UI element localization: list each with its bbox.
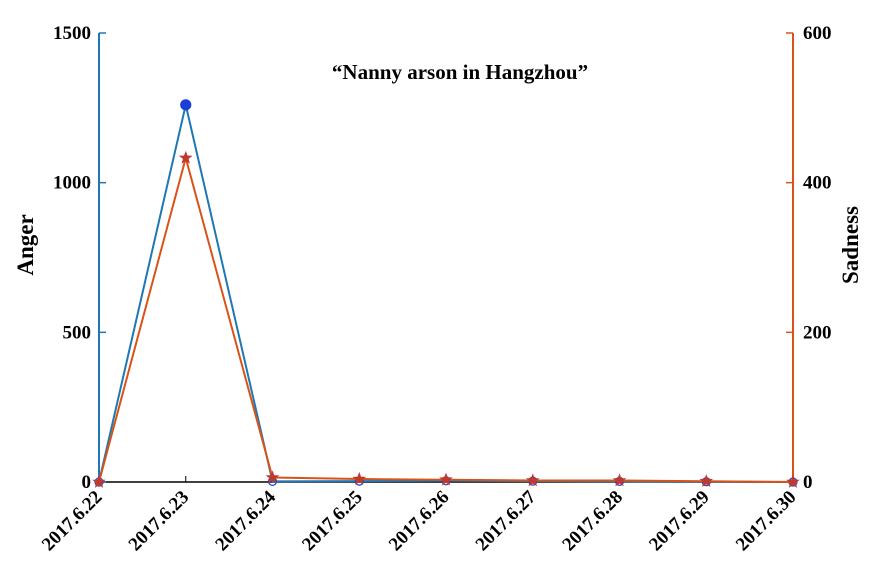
right-tick-label: 0 — [803, 472, 813, 493]
sadness-point — [439, 472, 453, 486]
x-tick-label: 2017.6.23 — [125, 487, 194, 556]
left-tick-label: 1500 — [53, 23, 91, 44]
x-tick-label: 2017.6.27 — [472, 486, 541, 555]
sadness-point — [265, 470, 280, 484]
sadness-point — [612, 473, 627, 487]
chart-title: “Nanny arson in Hangzhou” — [332, 60, 588, 84]
sadness-point — [699, 474, 714, 488]
x-tick-label: 2017.6.22 — [38, 487, 107, 556]
series-line-anger — [98, 104, 794, 483]
sadness-point — [786, 474, 800, 488]
left-tick-label: 500 — [63, 322, 92, 343]
sadness-point — [525, 473, 540, 487]
x-tick-label: 2017.6.30 — [732, 487, 801, 556]
sadness-point — [92, 474, 106, 488]
x-tick-label: 2017.6.25 — [298, 487, 367, 556]
right-tick-label: 600 — [803, 23, 832, 44]
left-tick-label: 1000 — [53, 173, 91, 194]
x-tick-label: 2017.6.24 — [211, 486, 280, 555]
x-tick-label: 2017.6.26 — [385, 487, 454, 556]
right-tick-label: 400 — [803, 173, 832, 194]
y-axis-label-right: Sadness — [838, 206, 863, 284]
right-tick-label: 200 — [803, 322, 832, 343]
anger-point — [180, 99, 192, 111]
sadness-point — [178, 150, 193, 164]
sadness-point — [352, 471, 367, 485]
x-tick-label: 2017.6.29 — [645, 487, 714, 556]
series-line-sadness — [98, 154, 794, 483]
left-tick-label: 0 — [82, 472, 92, 493]
x-tick-label: 2017.6.28 — [558, 487, 627, 556]
y-axis-label-left: Anger — [13, 214, 38, 275]
